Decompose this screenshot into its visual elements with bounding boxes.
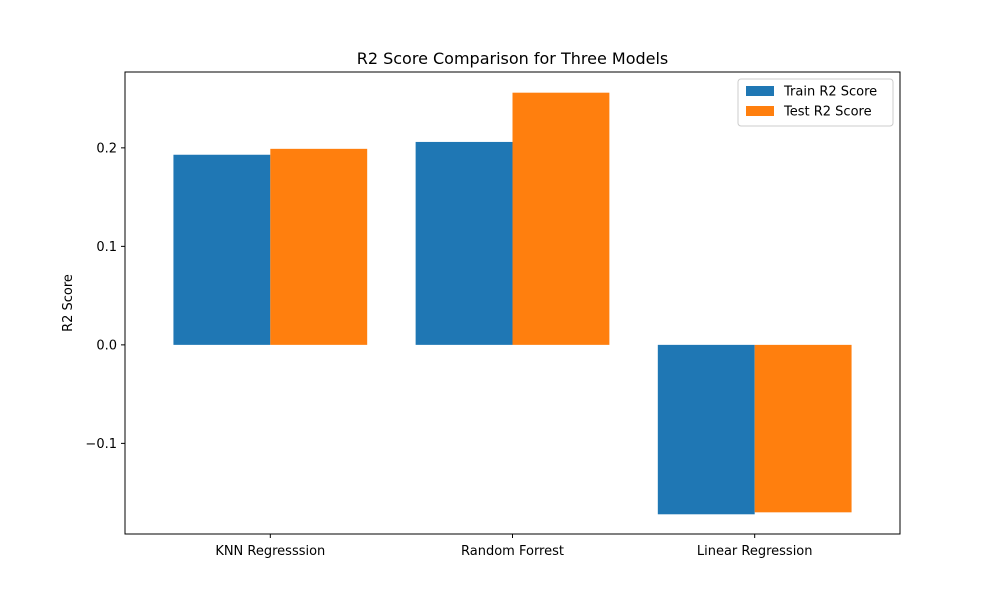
bar-test-2 [754,344,852,513]
y-tick-label: 0.0 [96,338,117,353]
bars-group [173,92,852,515]
y-tick-label: 0.2 [96,141,117,156]
legend-swatch-test [746,106,774,116]
legend-label-train: Train R2 Score [783,85,877,100]
legend-box [737,78,894,127]
chart-title: R2 Score Comparison for Three Models [357,49,669,68]
y-tick-label: 0.1 [96,240,117,255]
bar-test-1 [512,92,610,345]
y-tick-label: −0.1 [85,437,117,452]
x-tick-label: Random Forrest [461,544,564,559]
bar-train-0 [173,154,271,345]
x-axis: KNN Regresssion Random Forrest Linear Regr… [215,534,813,559]
x-tick-label: Linear Regression [697,544,813,559]
legend: Train R2 Score Test R2 Score [737,78,894,127]
legend-label-test: Test R2 Score [783,105,872,120]
y-axis: −0.1 0.0 0.1 0.2 [85,141,125,452]
bar-train-2 [657,344,755,515]
bar-test-0 [270,148,368,345]
x-tick-label: KNN Regresssion [215,544,325,559]
legend-swatch-train [746,86,774,96]
bar-train-1 [415,141,513,345]
plot-frame [124,71,901,535]
y-axis-label: R2 Score [61,274,76,332]
